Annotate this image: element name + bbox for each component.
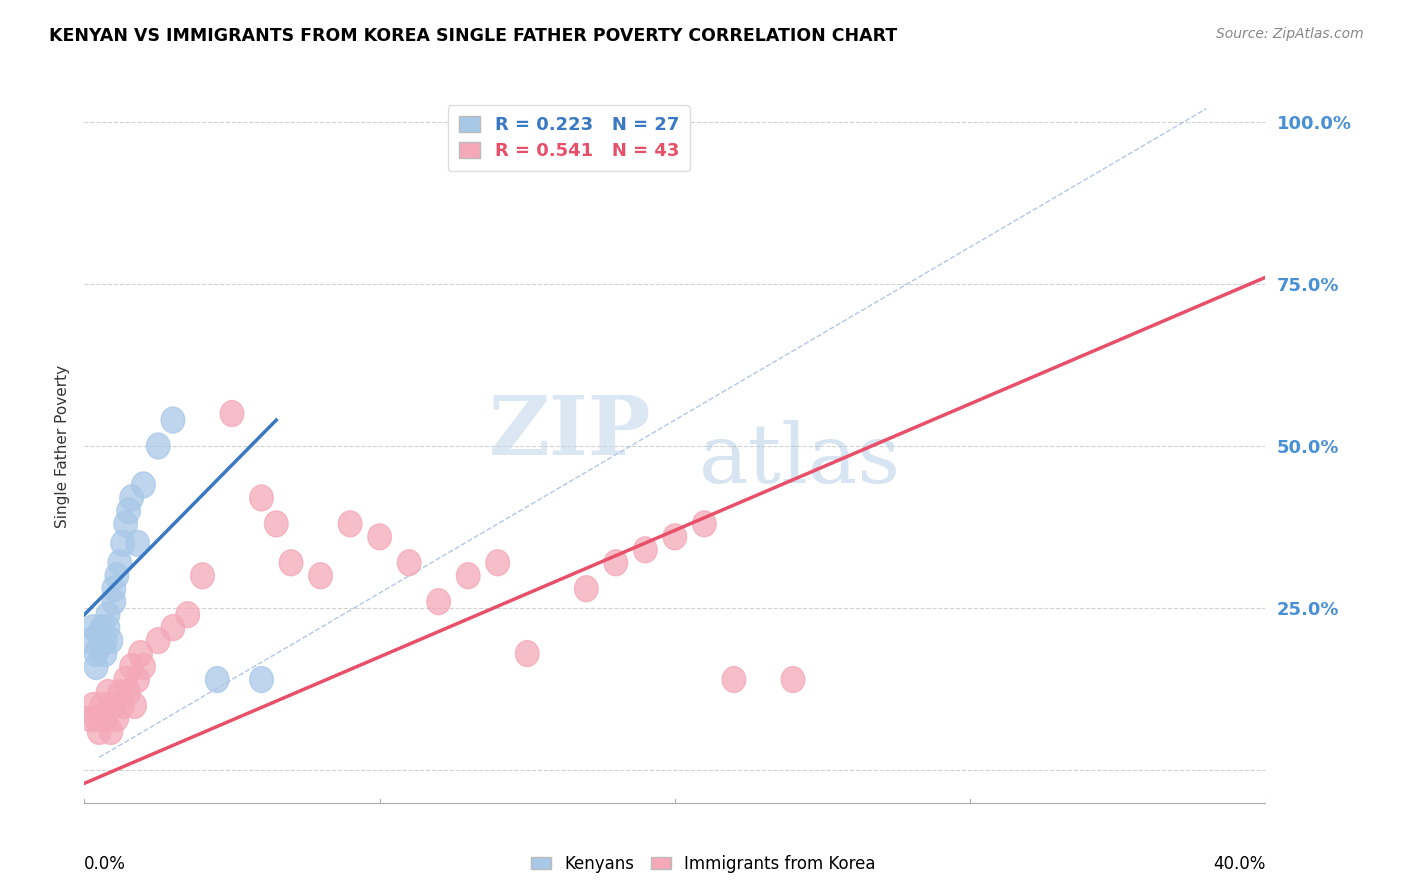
Ellipse shape — [427, 589, 450, 615]
Ellipse shape — [90, 628, 114, 654]
Ellipse shape — [103, 692, 125, 718]
Ellipse shape — [98, 628, 122, 654]
Ellipse shape — [264, 511, 288, 537]
Ellipse shape — [87, 621, 111, 647]
Ellipse shape — [84, 654, 108, 680]
Ellipse shape — [105, 563, 129, 589]
Ellipse shape — [250, 666, 273, 692]
Text: 0.0%: 0.0% — [84, 855, 127, 872]
Ellipse shape — [84, 706, 108, 731]
Ellipse shape — [221, 401, 243, 426]
Ellipse shape — [457, 563, 479, 589]
Ellipse shape — [634, 537, 657, 563]
Ellipse shape — [162, 407, 184, 433]
Ellipse shape — [98, 718, 122, 745]
Ellipse shape — [146, 628, 170, 654]
Ellipse shape — [79, 628, 103, 654]
Ellipse shape — [114, 666, 138, 692]
Ellipse shape — [96, 680, 120, 706]
Ellipse shape — [486, 549, 509, 575]
Y-axis label: Single Father Poverty: Single Father Poverty — [55, 365, 70, 527]
Ellipse shape — [111, 692, 135, 718]
Ellipse shape — [575, 575, 598, 602]
Text: KENYAN VS IMMIGRANTS FROM KOREA SINGLE FATHER POVERTY CORRELATION CHART: KENYAN VS IMMIGRANTS FROM KOREA SINGLE F… — [49, 27, 897, 45]
Legend: Kenyans, Immigrants from Korea: Kenyans, Immigrants from Korea — [524, 848, 882, 880]
Ellipse shape — [339, 511, 361, 537]
Ellipse shape — [84, 640, 108, 666]
Ellipse shape — [105, 706, 129, 731]
Text: Source: ZipAtlas.com: Source: ZipAtlas.com — [1216, 27, 1364, 41]
Ellipse shape — [93, 640, 117, 666]
Ellipse shape — [191, 563, 214, 589]
Ellipse shape — [87, 634, 111, 660]
Ellipse shape — [309, 563, 332, 589]
Ellipse shape — [132, 472, 155, 498]
Ellipse shape — [605, 549, 627, 575]
Ellipse shape — [108, 549, 132, 575]
Ellipse shape — [280, 549, 302, 575]
Ellipse shape — [398, 549, 420, 575]
Text: atlas: atlas — [699, 420, 901, 500]
Ellipse shape — [516, 640, 538, 666]
Ellipse shape — [205, 666, 229, 692]
Ellipse shape — [117, 498, 141, 524]
Text: 40.0%: 40.0% — [1213, 855, 1265, 872]
Ellipse shape — [125, 666, 149, 692]
Legend: R = 0.223   N = 27, R = 0.541   N = 43: R = 0.223 N = 27, R = 0.541 N = 43 — [447, 105, 690, 170]
Ellipse shape — [111, 531, 135, 557]
Ellipse shape — [96, 615, 120, 640]
Ellipse shape — [782, 666, 804, 692]
Ellipse shape — [693, 511, 716, 537]
Text: ZIP: ZIP — [489, 392, 651, 472]
Ellipse shape — [87, 718, 111, 745]
Ellipse shape — [93, 706, 117, 731]
Ellipse shape — [82, 615, 105, 640]
Ellipse shape — [120, 485, 143, 511]
Ellipse shape — [129, 640, 152, 666]
Ellipse shape — [664, 524, 686, 549]
Ellipse shape — [103, 575, 125, 602]
Ellipse shape — [114, 511, 138, 537]
Ellipse shape — [108, 680, 132, 706]
Ellipse shape — [96, 602, 120, 628]
Ellipse shape — [146, 433, 170, 459]
Ellipse shape — [368, 524, 391, 549]
Ellipse shape — [723, 666, 745, 692]
Ellipse shape — [132, 654, 155, 680]
Ellipse shape — [162, 615, 184, 640]
Ellipse shape — [79, 706, 103, 731]
Ellipse shape — [176, 602, 200, 628]
Ellipse shape — [250, 485, 273, 511]
Ellipse shape — [90, 615, 114, 640]
Ellipse shape — [117, 680, 141, 706]
Ellipse shape — [122, 692, 146, 718]
Ellipse shape — [82, 692, 105, 718]
Ellipse shape — [120, 654, 143, 680]
Ellipse shape — [125, 531, 149, 557]
Ellipse shape — [103, 589, 125, 615]
Ellipse shape — [93, 628, 117, 654]
Ellipse shape — [90, 692, 114, 718]
